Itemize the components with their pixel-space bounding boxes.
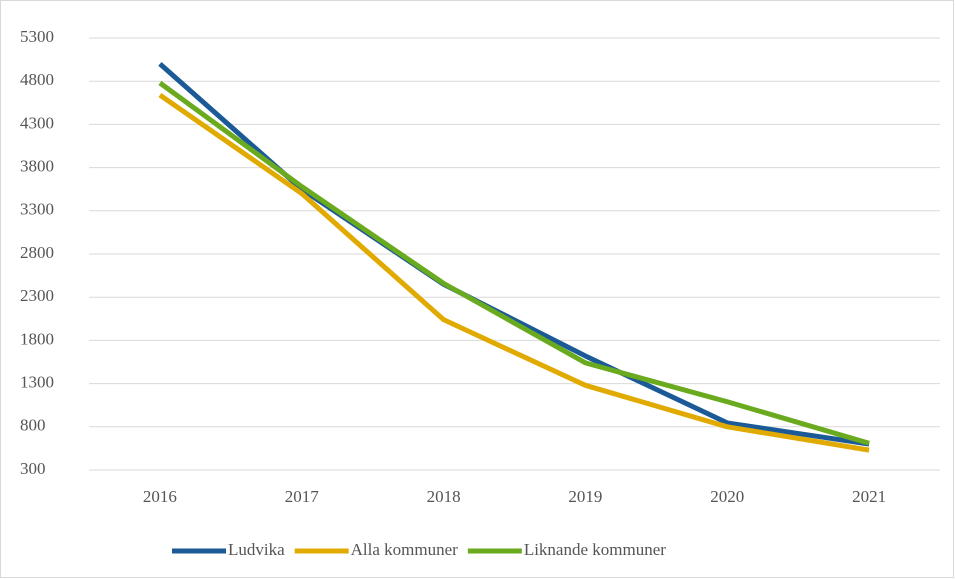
y-tick-label: 1300 [20, 373, 54, 392]
y-tick-label: 800 [20, 416, 46, 435]
x-tick-label: 2021 [852, 487, 886, 506]
x-tick-label: 2019 [568, 487, 602, 506]
y-tick-label: 4300 [20, 113, 54, 132]
x-tick-label: 2016 [143, 487, 177, 506]
y-tick-label: 5300 [20, 27, 54, 46]
x-tick-label: 2017 [285, 487, 320, 506]
y-tick-label: 3800 [20, 157, 54, 176]
y-tick-label: 4800 [20, 70, 54, 89]
legend-label: Alla kommuner [351, 540, 459, 559]
legend-label: Ludvika [228, 540, 285, 559]
y-tick-label: 3300 [20, 200, 54, 219]
x-tick-label: 2020 [710, 487, 744, 506]
line-series [158, 92, 870, 453]
y-tick-label: 1800 [20, 329, 54, 348]
y-tick-label: 2300 [20, 286, 54, 305]
y-tick-label: 300 [20, 459, 46, 478]
line-series [158, 80, 870, 446]
x-tick-label: 2018 [427, 487, 461, 506]
legend-label: Liknande kommuner [524, 540, 666, 559]
y-tick-label: 2800 [20, 243, 54, 262]
